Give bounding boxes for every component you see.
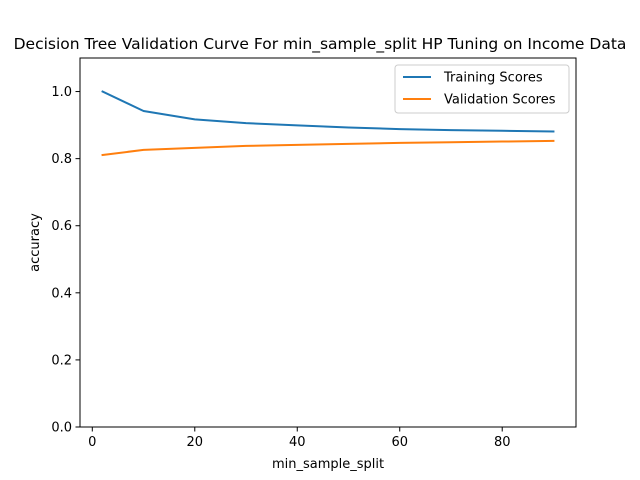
x-tick-label: 20: [187, 435, 204, 450]
y-tick-label: 0.6: [51, 219, 72, 234]
plot-area: [80, 58, 576, 427]
series-layer: [101, 90, 555, 157]
series-line-1: [101, 139, 555, 157]
y-tick-label: 0.0: [51, 421, 72, 436]
x-axis-label: min_sample_split: [272, 457, 384, 472]
y-axis-ticks: 0.0 0.2 0.4 0.6 0.8 1.0: [51, 85, 80, 436]
x-tick-label: 60: [391, 435, 408, 450]
y-tick-label: 0.8: [51, 152, 72, 167]
y-axis-label: accuracy: [28, 213, 43, 272]
legend-label-1: Validation Scores: [444, 93, 556, 108]
y-tick-label: 0.4: [51, 286, 72, 301]
axes-frame: [79, 57, 577, 428]
x-tick-label: 80: [494, 435, 511, 450]
x-axis-ticks: 0 20 40 60 80: [88, 427, 510, 450]
x-tick-label: 40: [289, 435, 306, 450]
legend-label-0: Training Scores: [443, 71, 543, 86]
legend-box: [394, 64, 570, 114]
chart-title: Decision Tree Validation Curve For min_s…: [14, 35, 627, 54]
x-tick-label: 0: [88, 435, 96, 450]
y-tick-label: 0.2: [51, 353, 72, 368]
series-line-0: [101, 90, 555, 133]
axes-spines: [79, 57, 577, 428]
y-tick-label: 1.0: [51, 85, 72, 100]
legend: Training Scores Validation Scores: [394, 64, 570, 114]
